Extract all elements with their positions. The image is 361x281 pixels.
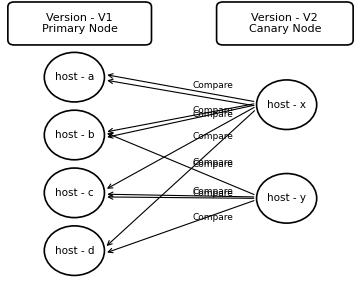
Text: host - d: host - d [55, 246, 94, 256]
Text: Compare: Compare [193, 160, 234, 169]
Ellipse shape [257, 174, 317, 223]
Text: Version - V1
Primary Node: Version - V1 Primary Node [42, 13, 118, 34]
Ellipse shape [44, 52, 104, 102]
Ellipse shape [44, 168, 104, 217]
Text: Version - V2
Canary Node: Version - V2 Canary Node [249, 13, 321, 34]
Text: host - x: host - x [267, 100, 306, 110]
Text: Compare: Compare [193, 110, 234, 119]
Text: host - c: host - c [55, 188, 93, 198]
Text: Compare: Compare [193, 189, 234, 198]
Text: Compare: Compare [193, 81, 234, 90]
Text: Compare: Compare [193, 158, 234, 167]
Ellipse shape [44, 110, 104, 160]
Ellipse shape [44, 226, 104, 275]
FancyBboxPatch shape [8, 2, 152, 45]
Text: Compare: Compare [193, 187, 234, 196]
Text: host - b: host - b [55, 130, 94, 140]
Text: Compare: Compare [193, 132, 234, 141]
FancyBboxPatch shape [217, 2, 353, 45]
Text: host - a: host - a [55, 72, 94, 82]
Ellipse shape [257, 80, 317, 130]
Text: host - y: host - y [267, 193, 306, 203]
Text: Compare: Compare [193, 213, 234, 222]
Text: Compare: Compare [193, 106, 234, 115]
